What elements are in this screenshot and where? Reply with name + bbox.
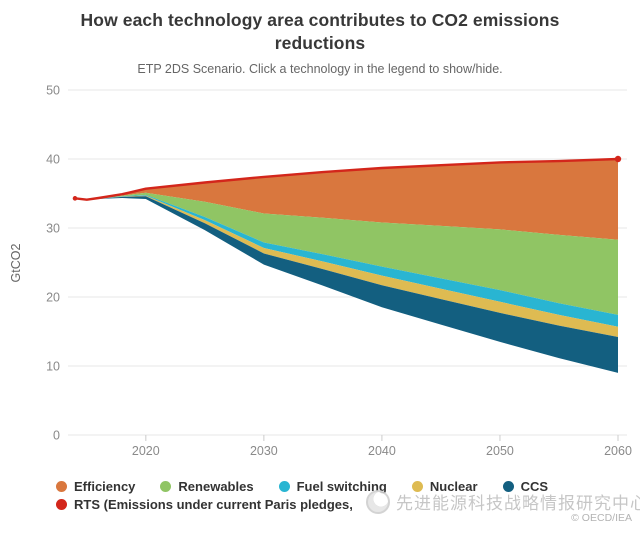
- rts-line: [73, 157, 620, 201]
- ytick-label-0: 0: [53, 429, 60, 443]
- area-renewables: [75, 192, 618, 315]
- ytick-label-30: 30: [46, 222, 60, 236]
- area-efficiency: [75, 159, 618, 240]
- legend-item-label: Renewables: [178, 479, 254, 494]
- watermark: 先进能源科技战略情报研究中心: [366, 489, 640, 514]
- legend-item-rts[interactable]: RTS (Emissions under current Paris pledg…: [56, 497, 353, 512]
- xtick-label-2020: 2020: [132, 444, 160, 458]
- xtick-label-2050: 2050: [486, 444, 514, 458]
- chart-header: How each technology area contributes to …: [0, 0, 640, 76]
- rts-line-end-marker: [614, 155, 622, 163]
- legend-item-label: Efficiency: [74, 479, 136, 494]
- legend-marker-icon: [278, 481, 290, 492]
- area-fuel-switching: [75, 194, 618, 327]
- xtick-label-2030: 2030: [250, 444, 278, 458]
- legend-marker-icon: [411, 481, 423, 492]
- xtick-label-2060: 2060: [604, 444, 632, 458]
- rts-line-start-marker: [72, 196, 78, 201]
- watermark-logo-icon: [366, 489, 390, 514]
- area-ccs: [75, 196, 618, 373]
- legend-item-ccs[interactable]: CCS: [502, 479, 549, 494]
- legend-marker-icon: [56, 499, 67, 510]
- legend-marker-icon: [56, 481, 67, 492]
- legend-item-label: Nuclear: [429, 479, 478, 494]
- legend-marker-icon: [502, 481, 514, 492]
- legend-marker-icon: [160, 481, 172, 492]
- copyright-notice: © OECD/IEA: [571, 512, 632, 524]
- ytick-label-20: 20: [46, 291, 60, 305]
- legend-row-1: Efficiency Renewables Fuel switching Nuclea…: [56, 479, 631, 494]
- legend-item-efficiency[interactable]: Efficiency: [56, 479, 135, 494]
- page-title: How each technology area contributes to …: [80, 10, 560, 54]
- xtick-label-2040: 2040: [368, 444, 396, 458]
- chart-legend: Efficiency Renewables Fuel switching Nuclea…: [56, 479, 631, 515]
- watermark-text: 先进能源科技战略情报研究中心: [396, 494, 640, 513]
- legend-item-renewables[interactable]: Renewables: [160, 479, 254, 494]
- legend-item-label: Fuel switching: [296, 479, 387, 494]
- ytick-label-50: 50: [46, 84, 60, 98]
- area-nuclear: [75, 195, 618, 337]
- ytick-label-10: 10: [46, 360, 60, 374]
- chart-subtitle: ETP 2DS Scenario. Click a technology in …: [137, 62, 503, 77]
- ytick-label-40: 40: [46, 153, 60, 167]
- legend-item-label: RTS (Emissions under current Paris pledg…: [74, 497, 353, 512]
- legend-item-label: CCS: [520, 479, 549, 494]
- legend-row-2: RTS (Emissions under current Paris pledg…: [56, 497, 631, 512]
- legend-item-nuclear[interactable]: Nuclear: [411, 479, 478, 494]
- y-axis-title: GtCO2: [9, 244, 23, 283]
- legend-item-fuel[interactable]: Fuel switching: [278, 479, 387, 494]
